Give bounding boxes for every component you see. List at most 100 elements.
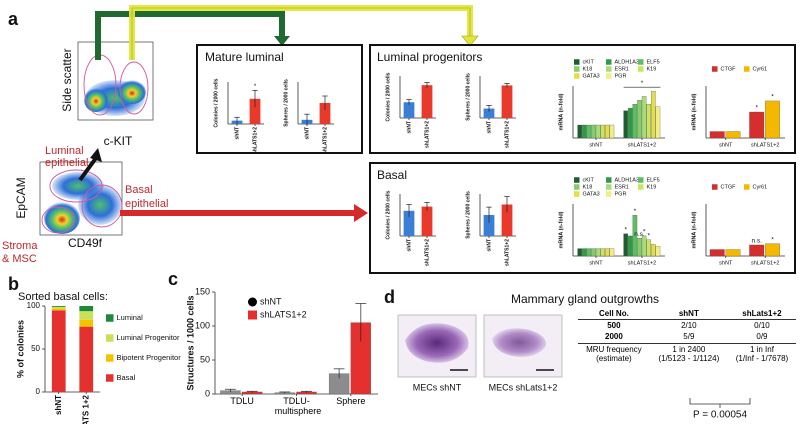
bar bbox=[577, 124, 582, 139]
legend-label: cKIT bbox=[583, 59, 595, 65]
legend-label: PGR bbox=[615, 73, 627, 79]
bar bbox=[595, 124, 601, 139]
image-caption: MECs shNT bbox=[413, 382, 462, 392]
panel-letter: c bbox=[168, 269, 178, 289]
x-tick-label: shLATS1+2 bbox=[424, 239, 430, 266]
bar bbox=[403, 210, 415, 236]
gate-label: epithelial bbox=[125, 198, 168, 210]
table-row: 2000 5/9 0/9 bbox=[578, 331, 796, 343]
tissue-image bbox=[483, 314, 563, 378]
bar bbox=[628, 235, 633, 257]
y-axis-label: Spheres / 2000 cells bbox=[465, 191, 471, 239]
bar bbox=[403, 102, 415, 118]
panel-box bbox=[196, 44, 363, 154]
x-tick-label: shNT bbox=[589, 260, 603, 266]
bar bbox=[421, 85, 433, 118]
bar bbox=[605, 248, 610, 257]
bar bbox=[591, 124, 596, 139]
table-row: Cell No. shNT shLats1+2 bbox=[578, 308, 796, 321]
x-tick-label: shLATS1+2 bbox=[252, 127, 258, 154]
bar bbox=[651, 91, 656, 139]
bar bbox=[609, 248, 615, 257]
outgrowth-title: Mammary gland outgrowths bbox=[511, 292, 659, 306]
legend-label: ALDH1A3 bbox=[615, 177, 639, 183]
legend-label: cKIT bbox=[583, 177, 595, 183]
x-tick-label: shNT bbox=[304, 127, 310, 140]
legend-label: Basal bbox=[117, 373, 136, 382]
bar bbox=[651, 243, 656, 257]
bar bbox=[632, 104, 638, 139]
bar bbox=[749, 244, 765, 257]
p-bracket bbox=[689, 398, 751, 408]
table-cell: 0/10 bbox=[754, 321, 770, 331]
y-axis-label: Structures / 1000 cells bbox=[185, 295, 195, 390]
x-tick-label: Sphere bbox=[336, 397, 366, 406]
legend-marker bbox=[248, 310, 257, 320]
bar bbox=[765, 243, 780, 257]
annotation: * bbox=[254, 84, 257, 90]
bar bbox=[421, 206, 433, 236]
x-tick-label: shNT bbox=[406, 239, 412, 252]
legend-marker bbox=[106, 334, 114, 342]
annotation: n.s. bbox=[634, 231, 645, 238]
x-tick-label: shNT bbox=[589, 142, 603, 148]
bar bbox=[595, 248, 601, 257]
legend-label: ELF5 bbox=[647, 177, 660, 183]
bar-segment bbox=[79, 326, 94, 392]
panel-box bbox=[369, 44, 796, 154]
y-axis-label: Spheres / 2000 cells bbox=[465, 73, 471, 121]
table-cell: 1 in Inf (1/Inf - 1/7678) bbox=[727, 342, 796, 364]
arrows bbox=[78, 5, 479, 222]
legend-label: Luminal bbox=[117, 313, 144, 322]
annotation: * bbox=[647, 232, 650, 239]
bar bbox=[655, 106, 661, 139]
table-cell: 0/9 bbox=[756, 332, 768, 342]
legend-label: ELF5 bbox=[647, 59, 660, 65]
legend-marker bbox=[106, 374, 114, 382]
bar bbox=[641, 96, 647, 139]
panel-letter: b bbox=[8, 274, 19, 294]
table-row: MRU frequency (estimate) 1 in 2400 (1/512… bbox=[578, 342, 796, 364]
table-header: shNT bbox=[649, 308, 728, 321]
legend-label: shLATS1+2 bbox=[260, 309, 307, 319]
legend-marker bbox=[744, 184, 750, 190]
legend-label: PGR bbox=[615, 191, 627, 197]
x-tick-label: shNT bbox=[486, 121, 492, 134]
bar bbox=[749, 111, 765, 139]
bar bbox=[501, 204, 513, 236]
table-cell: 2/10 bbox=[681, 321, 697, 331]
legend-label: Luminal Progenitor bbox=[117, 333, 180, 342]
panel-box bbox=[369, 162, 796, 274]
y-axis-label: mRNA (n-fold) bbox=[558, 211, 564, 248]
bar bbox=[641, 235, 647, 257]
gate-label: Luminal bbox=[45, 145, 84, 157]
bar bbox=[632, 214, 638, 257]
panel-letter: d bbox=[384, 287, 395, 307]
bar bbox=[709, 131, 725, 139]
annotation: * bbox=[771, 94, 774, 101]
box-title: Luminal progenitors bbox=[377, 50, 482, 64]
x-tick-label: shLATS1+2 bbox=[751, 260, 780, 266]
y-axis-label: Colonies / 2000 cells bbox=[385, 190, 391, 239]
legend-marker bbox=[606, 73, 612, 79]
chart: Colonies / 2000 cells shNT shLATS1+2 bbox=[385, 190, 436, 266]
bar bbox=[582, 124, 587, 139]
legend-label: K19 bbox=[647, 184, 657, 190]
annotation: * bbox=[641, 80, 644, 87]
legend-label: K19 bbox=[647, 66, 657, 72]
legend-marker bbox=[638, 177, 644, 183]
annotation: * bbox=[643, 229, 646, 236]
table-row: 500 2/10 0/10 bbox=[578, 320, 796, 332]
annotation: * bbox=[771, 236, 774, 243]
bar bbox=[623, 110, 628, 139]
legend-label: Cyr61 bbox=[753, 66, 768, 72]
chart: % of colonies Sorted basal cells: 0 50 100 sh… bbox=[15, 291, 181, 424]
bar bbox=[577, 248, 582, 257]
legend-label: Cyr61 bbox=[753, 184, 768, 190]
chart: mRNA (n-fold) shNT shLATS1+2 * cKIT ALDH1A3 EL… bbox=[558, 59, 665, 148]
legend-label: GATA3 bbox=[583, 73, 600, 79]
y-tick-label: 0 bbox=[205, 388, 210, 398]
legend-label: Bipotent Progenitor bbox=[117, 353, 182, 362]
legend-marker bbox=[606, 66, 612, 72]
x-tick-label: shNT bbox=[406, 121, 412, 134]
